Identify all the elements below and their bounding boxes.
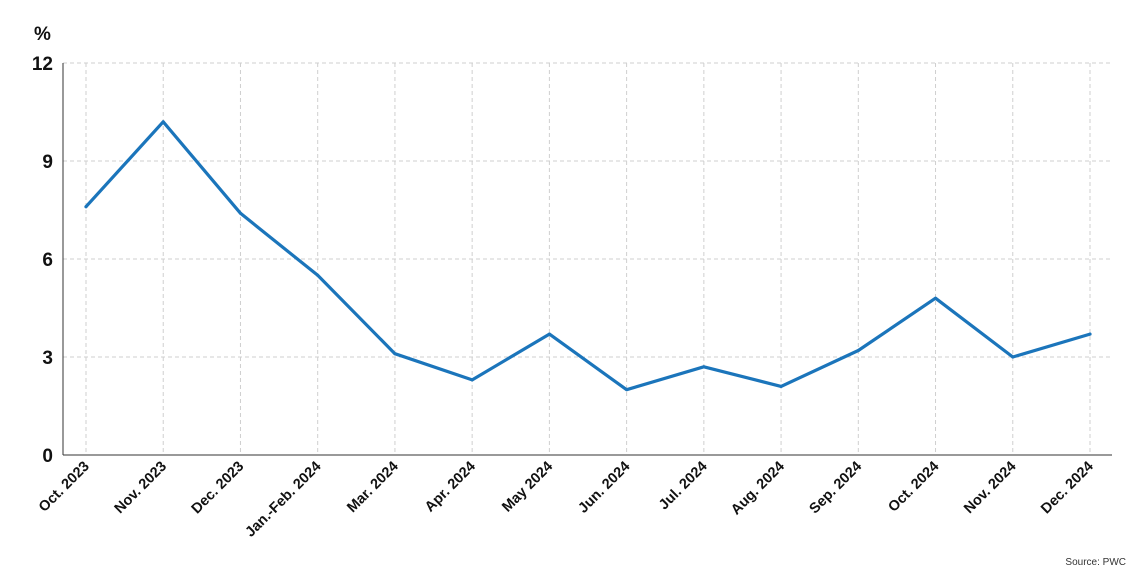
x-tick-label: Nov. 2024 (961, 459, 1019, 517)
data-point (161, 120, 165, 124)
source-note: Source: PWC (1065, 557, 1126, 568)
x-tick-label: Jan.-Feb. 2024 (243, 459, 325, 541)
x-tick-label: Mar. 2024 (344, 459, 401, 516)
series-lines (84, 120, 1092, 392)
x-tick-label: Dec. 2023 (189, 459, 248, 518)
grid (63, 62, 1112, 455)
data-point (779, 384, 783, 388)
data-point (856, 348, 860, 352)
x-tick-label: Jun. 2024 (575, 459, 633, 517)
x-tick-label: May 2024 (499, 459, 556, 516)
x-tick-label: Jul. 2024 (656, 459, 711, 514)
series-line (84, 120, 1092, 392)
data-point (316, 273, 320, 277)
y-tick-label: 3 (42, 348, 53, 369)
y-tick-label: 0 (42, 446, 53, 467)
y-tick-label: 12 (32, 54, 53, 75)
x-tick-label: Apr. 2024 (422, 459, 479, 516)
data-point (393, 352, 397, 356)
x-tick-label: Oct. 2023 (36, 459, 93, 516)
y-tick-labels: 0 3 6 9 12 (32, 54, 53, 467)
x-tick-label: Nov. 2023 (112, 459, 170, 517)
data-point (470, 378, 474, 382)
data-point (702, 365, 706, 369)
data-point (1088, 332, 1092, 336)
y-tick-label: 6 (42, 250, 53, 271)
y-tick-label: 9 (42, 152, 53, 173)
data-point (84, 205, 88, 209)
x-tick-label: Dec. 2024 (1038, 459, 1097, 518)
data-point (1011, 355, 1015, 359)
data-point (934, 296, 938, 300)
x-tick-label: Sep. 2024 (807, 459, 866, 518)
x-tick-label: Oct. 2024 (885, 459, 942, 516)
data-point (547, 332, 551, 336)
x-tick-label: Aug. 2024 (728, 459, 788, 519)
y-unit-label: % (34, 24, 51, 45)
data-point (238, 211, 242, 215)
data-point (625, 388, 629, 392)
